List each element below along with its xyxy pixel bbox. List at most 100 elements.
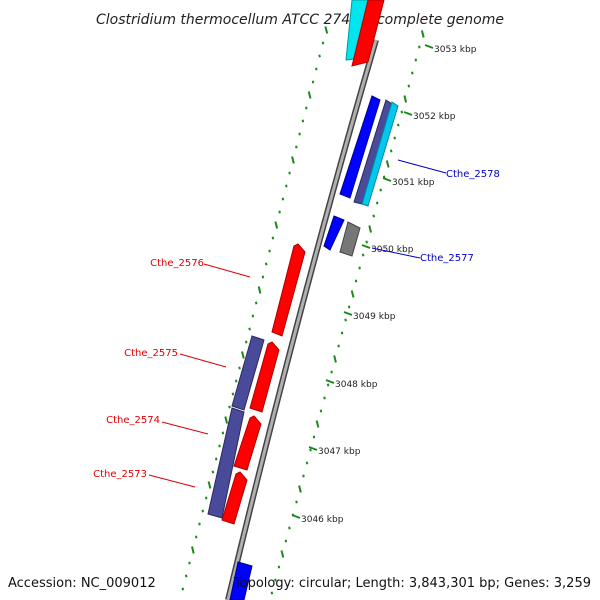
gene-red-top (351, 0, 385, 67)
tick-mark (277, 565, 281, 569)
tick-mark (264, 262, 268, 266)
tick-mark (244, 340, 248, 344)
tick-mark (194, 535, 198, 539)
genes-outer (323, 0, 399, 257)
label-cthe-2578[interactable]: Cthe_2578 (446, 169, 500, 180)
tick-mark (198, 522, 201, 526)
tick-mark (284, 539, 288, 543)
tick-mark (298, 485, 302, 493)
tick-mark (204, 496, 208, 500)
label-cthe-2576[interactable]: Cthe_2576 (150, 258, 204, 269)
genes-inner (207, 243, 306, 600)
leader-line-cthe-2578 (397, 159, 447, 174)
label-cthe-2575[interactable]: Cthe_2575 (124, 348, 178, 359)
tick-mark (330, 370, 333, 374)
tick-mark (324, 26, 329, 34)
leader-line-cthe-2574 (161, 421, 209, 435)
tick-mark (295, 145, 298, 149)
tick-mark (411, 71, 414, 75)
tick-mark (344, 318, 347, 322)
tick-mark (285, 184, 288, 188)
label-cthe-2577[interactable]: Cthe_2577 (420, 253, 474, 264)
tick-mark (340, 331, 344, 335)
gene-blue-3052 (339, 95, 381, 199)
leader-line-cthe-2577 (371, 247, 421, 259)
scale-label-3049: 3049 kbp (353, 312, 396, 322)
tick-mark (396, 123, 400, 127)
gene-cthe-2575-red (249, 341, 280, 413)
tick-mark (261, 275, 265, 279)
tick-mark (257, 286, 262, 294)
tick-rings (181, 26, 425, 595)
tick-mark (288, 526, 291, 530)
tick-mark (309, 448, 312, 452)
tick-mark (207, 481, 212, 489)
scale-tick (424, 44, 434, 49)
tick-mark (241, 351, 245, 359)
tick-mark (368, 225, 372, 233)
tick-mark (319, 409, 323, 413)
tick-mark (385, 160, 390, 168)
leader-line-cthe-2573 (148, 474, 196, 488)
tick-mark (280, 550, 285, 558)
scale-label-3048: 3048 kbp (335, 380, 378, 390)
tick-mark (298, 132, 301, 136)
tick-mark (218, 444, 221, 448)
scale-label-3050: 3050 kbp (371, 245, 414, 255)
gene-blue-3050 (323, 215, 345, 251)
tick-mark (291, 156, 295, 164)
tick-mark (274, 221, 279, 229)
scale-label-3052: 3052 kbp (413, 112, 456, 122)
tick-mark (181, 587, 185, 591)
tick-mark (254, 301, 258, 305)
accession-text: Accession: NC_009012 (8, 576, 156, 591)
tick-mark (323, 396, 326, 400)
gene-blue-bottom (229, 561, 253, 600)
leader-line-cthe-2575 (179, 353, 227, 368)
tick-mark (278, 210, 281, 214)
genome-summary-text: Topology: circular; Length: 3,843,301 bp… (233, 576, 591, 591)
tick-mark (315, 420, 320, 428)
scale-label-3053: 3053 kbp (434, 45, 477, 55)
scale-tick (382, 177, 392, 182)
gene-cthe-2575-navy (231, 335, 265, 411)
tick-mark (414, 58, 418, 62)
tick-mark (301, 119, 305, 123)
tick-mark (400, 110, 404, 114)
tick-mark (315, 67, 318, 71)
tick-mark (312, 435, 316, 439)
tick-mark (214, 457, 218, 461)
scale-labels: 3053 kbp 3052 kbp 3051 kbp 3050 kbp 3049… (291, 44, 477, 525)
tick-mark (403, 95, 408, 103)
tick-mark (288, 171, 291, 175)
tick-mark (281, 197, 285, 201)
tick-mark (270, 591, 274, 595)
tick-mark (379, 188, 382, 192)
tick-mark (251, 314, 255, 318)
tick-mark (354, 279, 358, 283)
tick-mark (393, 136, 396, 140)
gene-cthe-2578-cyan (361, 101, 399, 207)
tick-mark (248, 327, 251, 331)
tick-mark (333, 355, 337, 363)
tick-mark (350, 290, 355, 298)
tick-mark (302, 474, 305, 478)
tick-mark (326, 383, 330, 387)
tick-mark (268, 249, 271, 253)
label-cthe-2574[interactable]: Cthe_2574 (106, 415, 160, 426)
tick-mark (201, 509, 205, 513)
gene-cthe-2577 (339, 221, 361, 257)
tick-mark (211, 470, 215, 474)
label-cthe-2573[interactable]: Cthe_2573 (93, 469, 147, 480)
tick-mark (337, 344, 340, 348)
tick-mark (274, 578, 277, 582)
tick-mark (221, 431, 225, 435)
tick-mark (407, 84, 411, 88)
tick-mark (271, 236, 275, 240)
scale-label-3047: 3047 kbp (318, 447, 361, 457)
tick-mark (418, 45, 421, 49)
scale-tick (361, 244, 371, 249)
scale-tick (403, 111, 413, 116)
leader-line-cthe-2576 (203, 263, 251, 278)
scale-label-3046: 3046 kbp (301, 515, 344, 525)
